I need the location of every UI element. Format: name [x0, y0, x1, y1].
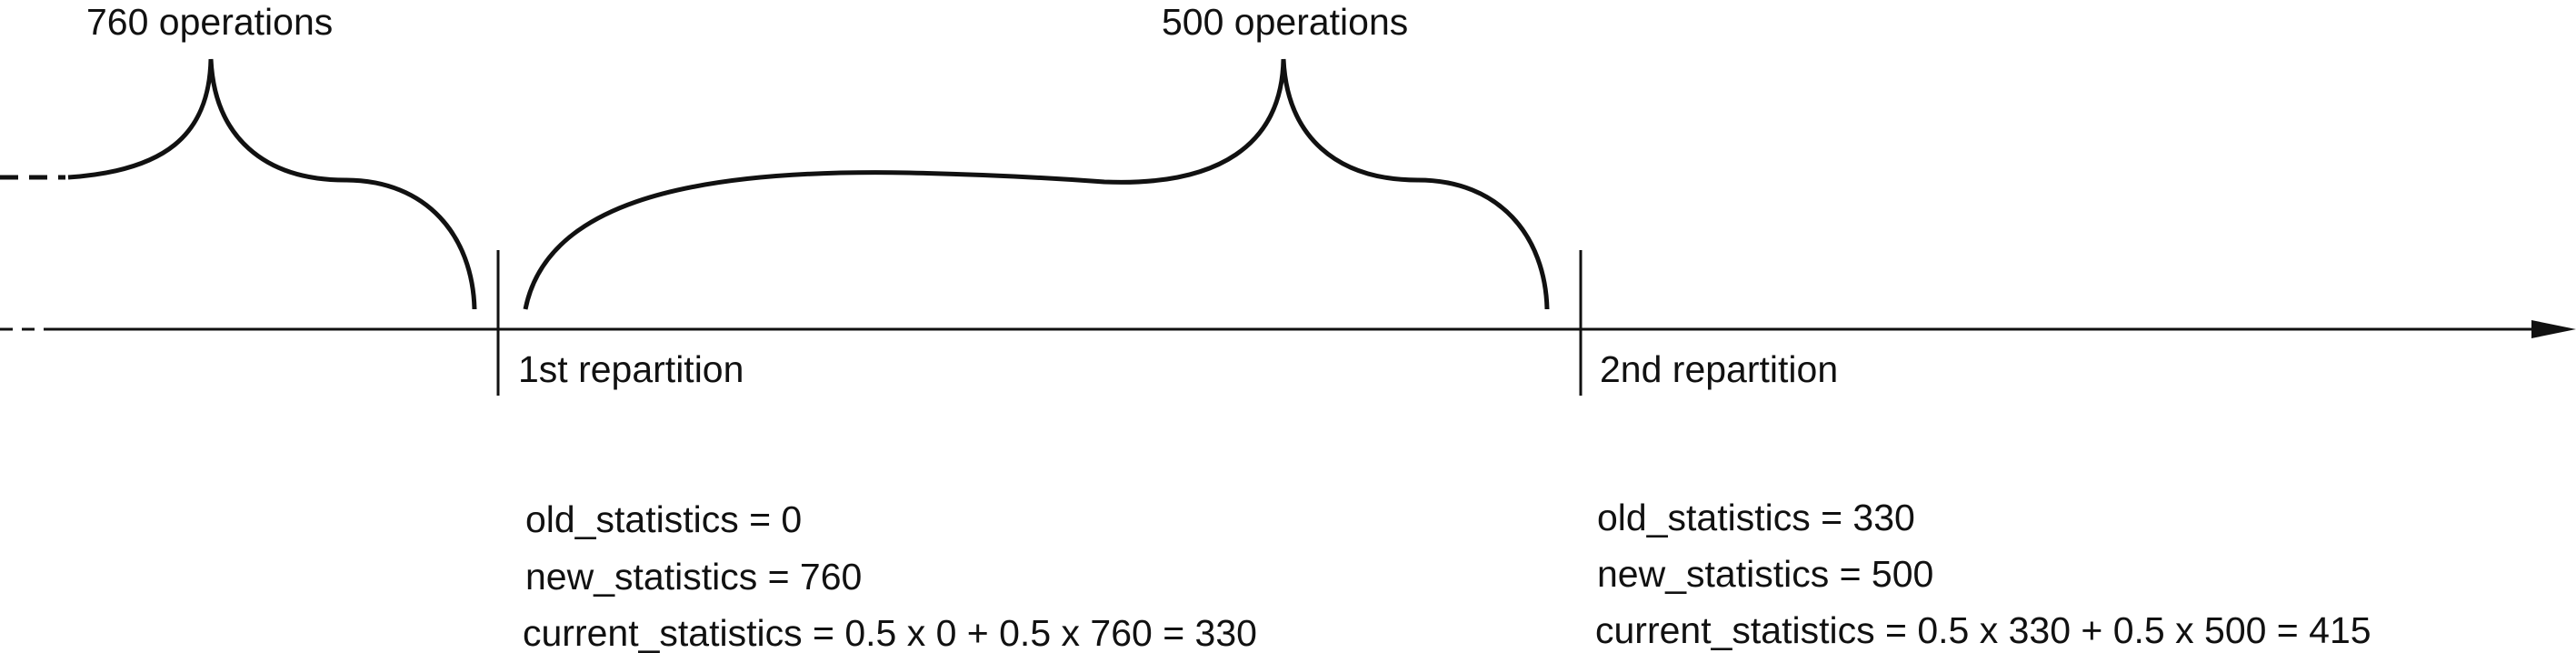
second-repartition-label: 2nd repartition — [1600, 348, 1838, 390]
first-repartition-label: 1st repartition — [518, 348, 744, 390]
time-axis-arrowhead — [2531, 320, 2576, 338]
brace-500-operations — [523, 58, 1550, 310]
first-old-statistics: old_statistics = 0 — [525, 498, 802, 540]
first-new-statistics: new_statistics = 760 — [525, 556, 862, 598]
second-new-statistics: new_statistics = 500 — [1597, 553, 1933, 595]
first-current-statistics: current_statistics = 0.5 x 0 + 0.5 x 760… — [523, 612, 1257, 653]
second-old-statistics: old_statistics = 330 — [1597, 497, 1915, 538]
brace-760-operations — [67, 58, 477, 310]
second-current-statistics: current_statistics = 0.5 x 330 + 0.5 x 5… — [1595, 609, 2371, 651]
second-operations-label: 500 operations — [1162, 1, 1408, 43]
first-operations-label: 760 operations — [86, 1, 333, 43]
